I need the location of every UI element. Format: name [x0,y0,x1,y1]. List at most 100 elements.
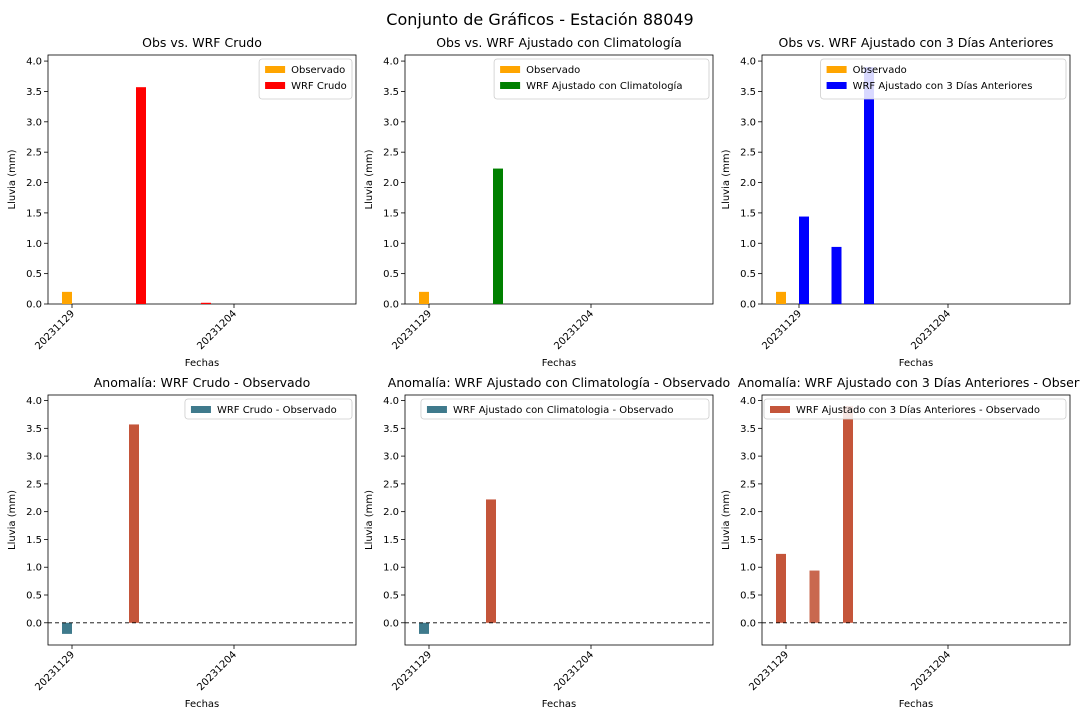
subplot-title: Obs vs. WRF Crudo [142,35,262,50]
axes-frame [404,394,714,646]
legend-box [820,58,1067,100]
y-tick-label: 2.5 [26,479,42,490]
y-tick-label: 2.5 [740,479,756,490]
legend-box [493,58,710,100]
y-tick-label: 4.0 [383,396,399,407]
x-tick-label: 20231129 [33,649,77,693]
axes-frame [761,394,1071,646]
subplot-title: Anomalía: WRF Ajustado con 3 Días Anteri… [738,375,1080,390]
x-axis-label: Fechas [899,358,934,369]
bar [136,87,146,304]
subplot-title: Anomalía: WRF Ajustado con Climatología … [388,375,730,390]
x-tick-label: 20231129 [390,649,434,693]
y-axis-label: Lluvia (mm) [721,490,732,550]
bar [493,168,503,304]
bar [864,67,874,305]
y-tick-label: 3.5 [740,424,756,435]
y-tick-label: 2.0 [740,507,756,518]
y-tick-label: 3.0 [740,452,756,463]
legend-label: WRF Ajustado con 3 Días Anteriores - Obs… [796,404,1040,416]
y-tick-label: 3.0 [26,117,42,128]
x-tick-label: 20231129 [747,649,791,693]
y-tick-label: 3.0 [383,452,399,463]
y-tick-label: 1.5 [383,535,399,546]
y-tick-label: 3.5 [26,424,42,435]
x-axis-label: Fechas [185,699,220,710]
subplot-5: Anomalía: WRF Ajustado con Climatología … [364,375,730,710]
y-tick-label: 0.0 [26,618,42,629]
legend: WRF Ajustado con Climatologia - Observad… [420,398,710,420]
legend-label: Observado [526,65,580,76]
bar [831,246,842,304]
y-tick-label: 1.0 [26,563,42,574]
y-tick-label: 0.0 [26,300,42,311]
subplot-3: Obs vs. WRF Ajustado con 3 Días Anterior… [721,35,1071,369]
y-tick-label: 4.0 [740,57,756,68]
subplot-title: Obs vs. WRF Ajustado con 3 Días Anterior… [779,35,1054,50]
y-axis-label: Lluvia (mm) [7,490,18,550]
legend: Observado WRF Ajustado con Climatología [493,58,710,100]
y-tick-label: 0.0 [740,300,756,311]
bar [201,302,211,304]
y-tick-label: 0.0 [740,618,756,629]
legend-label: WRF Ajustado con Climatología [526,80,682,92]
legend-swatch [265,66,286,73]
x-tick-label: 20231129 [390,308,434,352]
x-tick-label: 20231204 [909,308,953,352]
legend-swatch [826,82,847,89]
y-tick-label: 0.5 [26,269,42,280]
legend-swatch [500,66,521,73]
x-tick-label: 20231204 [195,649,239,693]
legend: Observado WRF Crudo [258,58,353,100]
y-tick-label: 4.0 [26,57,42,68]
y-tick-label: 1.5 [26,535,42,546]
y-tick-label: 3.0 [26,452,42,463]
y-tick-label: 0.5 [383,591,399,602]
x-tick-label: 20231204 [552,649,596,693]
y-tick-label: 2.0 [383,178,399,189]
x-axis-label: Fechas [185,358,220,369]
x-axis-label: Fechas [899,699,934,710]
y-tick-label: 2.5 [26,148,42,159]
y-tick-label: 3.0 [383,117,399,128]
y-tick-label: 0.5 [740,591,756,602]
y-tick-label: 2.0 [26,507,42,518]
y-tick-label: 2.5 [383,148,399,159]
y-axis-label: Lluvia (mm) [7,149,18,209]
y-tick-label: 1.0 [740,239,756,250]
y-axis-label: Lluvia (mm) [721,149,732,209]
y-tick-label: 2.0 [383,507,399,518]
y-tick-label: 0.5 [740,269,756,280]
y-tick-label: 1.5 [740,535,756,546]
y-axis-label: Lluvia (mm) [364,490,375,550]
y-tick-label: 1.0 [383,239,399,250]
x-axis-label: Fechas [542,358,577,369]
y-tick-label: 1.0 [740,563,756,574]
x-tick-label: 20231129 [760,308,804,352]
y-tick-label: 0.0 [383,618,399,629]
y-tick-label: 1.5 [26,208,42,219]
subplot-title: Obs vs. WRF Ajustado con Climatología [436,35,682,50]
bar [776,553,786,623]
subplot-2: Obs vs. WRF Ajustado con Climatología 0.0… [364,35,714,369]
y-tick-label: 0.0 [383,300,399,311]
subplot-4: Anomalía: WRF Crudo - Observado 0.0 0.5 1.0… [7,375,357,710]
y-tick-label: 3.0 [740,117,756,128]
y-tick-label: 2.5 [740,148,756,159]
y-tick-label: 3.5 [383,424,399,435]
y-tick-label: 1.5 [740,208,756,219]
bar [799,216,809,304]
axes-frame [761,54,1071,305]
bar [776,291,786,304]
y-tick-label: 1.0 [26,239,42,250]
legend-label: WRF Ajustado con 3 Días Anteriores [853,80,1033,92]
figure-title: Conjunto de Gráficos - Estación 88049 [386,10,694,29]
x-axis-label: Fechas [542,699,577,710]
bar [62,291,72,304]
bar [419,291,429,304]
y-tick-label: 3.5 [740,87,756,98]
y-tick-label: 1.5 [383,208,399,219]
legend: WRF Ajustado con 3 Días Anteriores - Obs… [763,398,1067,420]
